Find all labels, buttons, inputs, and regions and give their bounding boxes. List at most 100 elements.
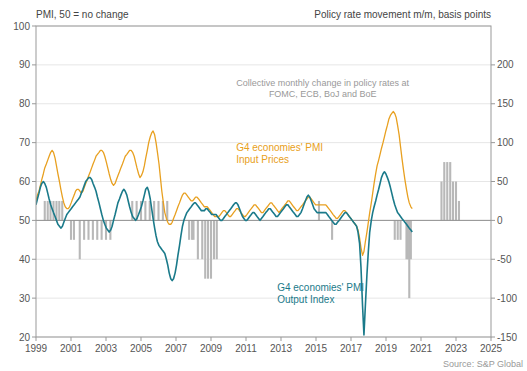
bar bbox=[452, 182, 454, 221]
bar bbox=[201, 220, 203, 259]
grid-line bbox=[36, 259, 491, 260]
bar bbox=[318, 201, 320, 220]
bar bbox=[204, 220, 206, 278]
y-tick bbox=[32, 259, 36, 260]
grid-line bbox=[36, 181, 491, 182]
x-tick bbox=[316, 337, 317, 341]
series-label: G4 economies' PMIOutput Index bbox=[277, 282, 364, 305]
grid-line bbox=[36, 103, 491, 104]
bar bbox=[192, 220, 194, 239]
x-tick bbox=[456, 337, 457, 341]
bar bbox=[213, 220, 215, 259]
bar bbox=[47, 201, 49, 220]
y2-tick-label: 50 bbox=[497, 176, 509, 187]
bar bbox=[188, 220, 190, 239]
series-label-line: Collective monthly change in policy rate… bbox=[236, 78, 409, 88]
y-tick-label: 80 bbox=[19, 98, 31, 109]
bar bbox=[144, 201, 146, 220]
y2-tick-label: -50 bbox=[497, 254, 512, 265]
x-tick-label: 2017 bbox=[340, 343, 363, 354]
x-tick bbox=[176, 337, 177, 341]
y-tick bbox=[32, 337, 36, 338]
x-tick bbox=[246, 337, 247, 341]
bar bbox=[197, 220, 199, 259]
y-tick bbox=[32, 220, 36, 221]
x-tick-label: 2007 bbox=[165, 343, 188, 354]
bar bbox=[157, 201, 159, 220]
plot-area bbox=[36, 112, 491, 336]
y2-tick bbox=[491, 142, 495, 143]
x-tick bbox=[36, 337, 37, 341]
x-tick-label: 1999 bbox=[25, 343, 48, 354]
x-tick-label: 2011 bbox=[235, 343, 257, 354]
axes: 1999200120032005200720092011201320152017… bbox=[13, 21, 517, 355]
bar bbox=[397, 220, 399, 239]
y-tick bbox=[32, 142, 36, 143]
x-tick-label: 2005 bbox=[130, 343, 153, 354]
bar bbox=[79, 220, 81, 259]
series-label-line: FOMC, ECB, BoJ and BoE bbox=[269, 89, 377, 99]
y2-tick bbox=[491, 298, 495, 299]
source: Source: S&P Global bbox=[443, 359, 523, 369]
bar-series bbox=[44, 162, 460, 298]
x-tick bbox=[281, 337, 282, 341]
y-tick-label: 100 bbox=[13, 21, 30, 32]
series-label-line: Output Index bbox=[277, 294, 334, 305]
y2-tick-label: 0 bbox=[497, 215, 503, 226]
series-label-line: G4 economies' PMI bbox=[277, 282, 364, 293]
bar bbox=[101, 220, 103, 239]
y-tick bbox=[32, 103, 36, 104]
y-tick bbox=[32, 26, 36, 27]
y-tick-label: 70 bbox=[19, 137, 31, 148]
y2-tick bbox=[491, 64, 495, 65]
bar bbox=[96, 220, 98, 239]
x-tick-label: 2001 bbox=[60, 343, 83, 354]
y-tick-label: 60 bbox=[19, 176, 31, 187]
y-tick-label: 50 bbox=[19, 215, 31, 226]
y-tick-label: 30 bbox=[19, 293, 31, 304]
y2-tick bbox=[491, 220, 495, 221]
bar bbox=[73, 220, 75, 239]
y2-tick bbox=[491, 103, 495, 104]
y2-tick-label: -100 bbox=[497, 293, 517, 304]
bar bbox=[92, 220, 94, 239]
bar bbox=[207, 220, 209, 278]
bar bbox=[410, 220, 412, 259]
bar bbox=[70, 220, 72, 239]
x-tick-label: 2023 bbox=[445, 343, 468, 354]
bar bbox=[58, 201, 60, 220]
y-tick bbox=[32, 298, 36, 299]
series-label: G4 economies' PMIInput Prices bbox=[236, 142, 323, 165]
y2-tick-label: 150 bbox=[497, 98, 514, 109]
x-tick bbox=[491, 337, 492, 341]
y-axis-title: PMI, 50 = no change bbox=[36, 9, 129, 20]
bar bbox=[61, 201, 63, 220]
chart: 1999200120032005200720092011201320152017… bbox=[0, 0, 527, 371]
x-tick-label: 2019 bbox=[375, 343, 398, 354]
x-tick bbox=[421, 337, 422, 341]
bar bbox=[440, 182, 442, 221]
x-tick-label: 2025 bbox=[480, 343, 503, 354]
x-tick-label: 2003 bbox=[95, 343, 118, 354]
bar bbox=[449, 162, 451, 220]
bar bbox=[331, 220, 333, 239]
x-tick-label: 2021 bbox=[410, 343, 433, 354]
x-tick bbox=[351, 337, 352, 341]
bar bbox=[83, 220, 85, 239]
y-tick-label: 90 bbox=[19, 59, 31, 70]
x-tick bbox=[141, 337, 142, 341]
x-tick bbox=[386, 337, 387, 341]
bar bbox=[216, 220, 218, 259]
y2-tick bbox=[491, 181, 495, 182]
bar bbox=[446, 162, 448, 220]
y2-axis-title: Policy rate movement m/m, basis points bbox=[314, 9, 491, 20]
y2-tick-label: 100 bbox=[497, 137, 514, 148]
plot-frame bbox=[36, 26, 491, 337]
y2-tick bbox=[491, 337, 495, 338]
grid-line bbox=[36, 298, 491, 299]
y2-tick bbox=[491, 259, 495, 260]
x-tick bbox=[211, 337, 212, 341]
y-tick-label: 40 bbox=[19, 254, 31, 265]
x-tick bbox=[106, 337, 107, 341]
x-tick-label: 2015 bbox=[305, 343, 328, 354]
